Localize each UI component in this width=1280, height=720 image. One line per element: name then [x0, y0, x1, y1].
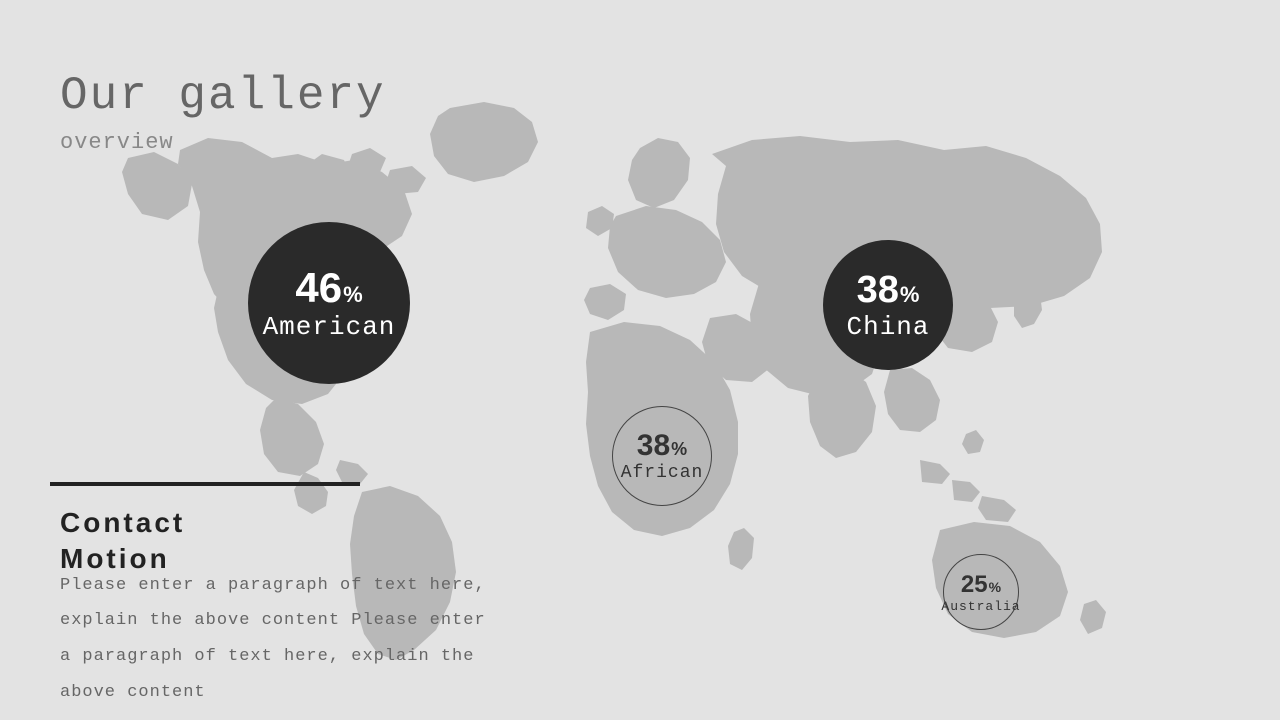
badge-value: 46%: [295, 264, 362, 312]
badge-label: China: [846, 312, 929, 342]
badge-value: 38%: [637, 429, 687, 463]
badge-african: 38%African: [612, 406, 712, 506]
badge-number: 25: [961, 571, 988, 599]
divider-line: [50, 482, 360, 486]
title-block: Our gallery overview: [60, 70, 386, 155]
badge-value: 38%: [857, 269, 920, 312]
contact-block: Contact Motion Please enter a paragraph …: [60, 505, 500, 711]
page-subtitle: overview: [60, 130, 386, 155]
badge-percent: %: [989, 579, 1001, 595]
badge-label: Australia: [941, 599, 1020, 614]
badge-label: African: [621, 463, 704, 483]
badge-label: American: [263, 312, 396, 342]
page-title: Our gallery: [60, 70, 386, 122]
badge-percent: %: [671, 439, 687, 460]
badge-number: 46: [295, 264, 342, 312]
contact-title-line1: Contact: [60, 507, 185, 538]
badge-american: 46%American: [248, 222, 410, 384]
badge-number: 38: [637, 429, 670, 463]
badge-number: 38: [857, 269, 899, 312]
badge-percent: %: [900, 282, 920, 308]
badge-china: 38%China: [823, 240, 953, 370]
badge-australia: 25%Australia: [943, 554, 1019, 630]
badge-percent: %: [343, 282, 363, 308]
contact-body: Please enter a paragraph of text here, e…: [60, 568, 500, 711]
badge-value: 25%: [961, 571, 1001, 599]
